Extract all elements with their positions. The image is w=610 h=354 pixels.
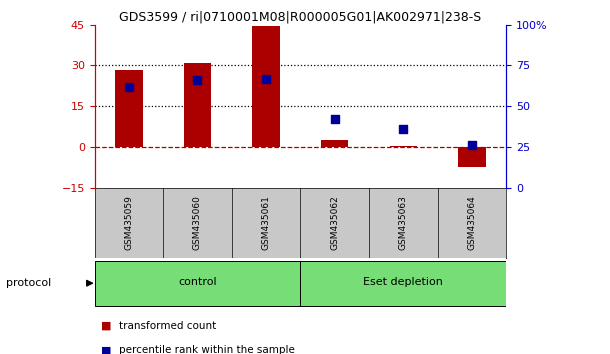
Bar [458,147,486,167]
Bar [390,145,417,147]
Bar [184,63,211,147]
Text: percentile rank within the sample: percentile rank within the sample [119,346,295,354]
Text: ■: ■ [101,321,111,331]
Bar [253,26,280,147]
Point [193,77,203,83]
Text: ■: ■ [101,346,111,354]
Bar [300,261,506,306]
Bar [321,140,348,147]
Text: transformed count: transformed count [119,321,216,331]
Title: GDS3599 / ri|0710001M08|R000005G01|AK002971|238-S: GDS3599 / ri|0710001M08|R000005G01|AK002… [120,11,481,24]
Text: control: control [178,277,217,287]
Text: GSM435064: GSM435064 [467,196,476,250]
Point [330,116,340,122]
Point [398,126,408,132]
Point [261,76,271,81]
Point [124,84,134,90]
Bar [95,261,300,306]
Text: protocol: protocol [6,278,51,288]
Point [467,142,477,148]
Text: Eset depletion: Eset depletion [364,277,443,287]
Text: GSM435061: GSM435061 [262,195,271,251]
Bar [115,69,143,147]
Text: GSM435062: GSM435062 [330,196,339,250]
Text: GSM435060: GSM435060 [193,195,202,251]
Text: GSM435059: GSM435059 [124,195,134,251]
Text: GSM435063: GSM435063 [399,195,408,251]
